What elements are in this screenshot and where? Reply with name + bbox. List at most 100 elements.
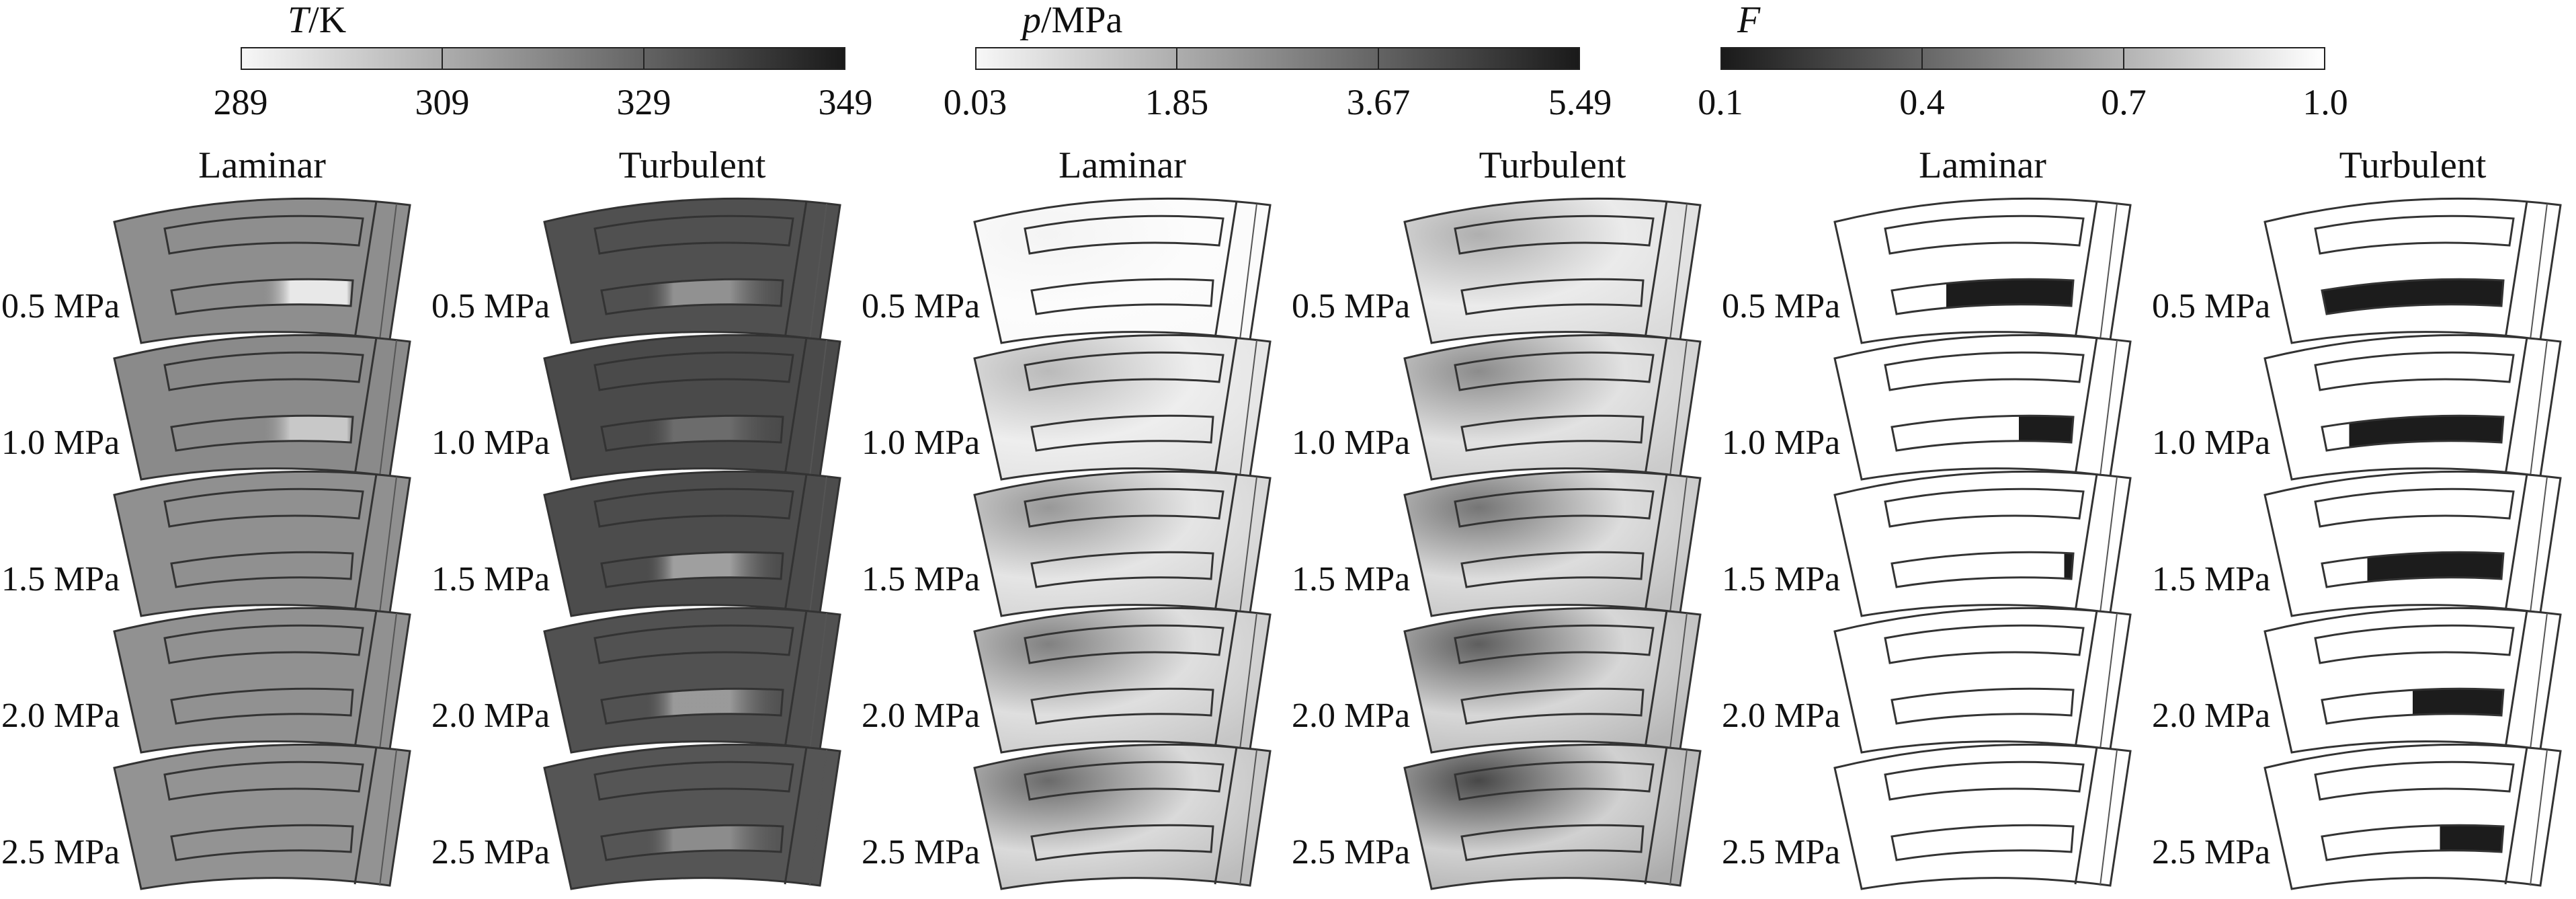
rim-line <box>809 749 827 886</box>
contour-panel-T-turbulent-row-1 <box>543 197 841 344</box>
rim-line <box>1644 337 1668 475</box>
upper-channel <box>1884 487 2085 528</box>
row-label-pressure: 2.5 MPa <box>1292 833 1411 871</box>
row-label-pressure: 1.5 MPa <box>862 560 981 598</box>
row-label-pressure: 2.0 MPa <box>1 697 120 735</box>
rim-line <box>1239 203 1257 340</box>
sector-outline <box>113 607 411 754</box>
upper-channel <box>593 487 794 528</box>
lower-channel <box>1460 824 1645 861</box>
rim-line <box>2530 340 2548 477</box>
rim-line <box>379 476 397 613</box>
rim-line <box>809 340 827 477</box>
upper-channel <box>2314 624 2515 664</box>
colorbar-tick <box>643 47 645 70</box>
rim-line <box>2074 337 2098 475</box>
colorbar-title-F: F <box>1737 1 1760 39</box>
rim-line <box>354 746 378 885</box>
sector-outline <box>1403 470 1702 617</box>
contour-panel-p-laminar-row-2 <box>973 334 1272 481</box>
upper-channel <box>1884 760 2085 801</box>
row-label-pressure: 1.0 MPa <box>2152 424 2271 462</box>
upper-channel <box>593 624 794 664</box>
sector-outline <box>2263 334 2562 481</box>
sector-outline <box>973 607 1272 754</box>
contour-panel-F-turbulent-row-5 <box>2263 743 2562 890</box>
upper-channel <box>1884 624 2085 664</box>
rim-line <box>354 200 378 339</box>
column-header-laminar: Laminar <box>1919 145 2046 186</box>
lower-channel <box>1030 551 1214 588</box>
rim-line <box>2074 746 2098 885</box>
column-header-laminar: Laminar <box>198 145 326 186</box>
column-header-laminar: Laminar <box>1058 145 1186 186</box>
upper-channel <box>1454 624 1655 664</box>
contour-panel-T-laminar-row-5 <box>113 743 411 890</box>
contour-panel-p-laminar-row-5 <box>973 743 1272 890</box>
contour-panel-p-turbulent-row-2 <box>1403 334 1702 481</box>
contour-panel-T-laminar-row-2 <box>113 334 411 481</box>
rim-line <box>784 610 808 748</box>
rim-line <box>2074 610 2098 748</box>
contour-panel-F-turbulent-row-4 <box>2263 607 2562 754</box>
row-label-pressure: 2.0 MPa <box>1722 697 1841 735</box>
rim-line <box>2504 337 2528 475</box>
row-label-pressure: 1.5 MPa <box>1 560 120 598</box>
rim-line <box>1214 200 1238 339</box>
rim-line <box>354 473 378 612</box>
lower-channel <box>1460 414 1645 452</box>
rim-line <box>1669 203 1688 340</box>
colorbar-tick <box>1921 47 1923 70</box>
lower-channel <box>2321 824 2505 861</box>
lower-channel <box>170 278 354 315</box>
rim-line <box>784 200 808 339</box>
rim-line <box>2530 613 2548 750</box>
lower-channel <box>2321 414 2505 452</box>
contour-panel-T-turbulent-row-3 <box>543 470 841 617</box>
rim-line <box>354 337 378 475</box>
colorbar-tick-label: 0.4 <box>1899 82 1945 122</box>
rim-line <box>784 746 808 885</box>
rim-line <box>2100 203 2118 340</box>
rim-line <box>1239 340 1257 477</box>
sector-outline <box>2263 607 2562 754</box>
colorbar-title-p: p/MPa <box>1022 1 1122 39</box>
contour-panel-T-turbulent-row-4 <box>543 607 841 754</box>
rim-line <box>2100 476 2118 613</box>
colorbar-variable: p <box>1022 0 1041 41</box>
rim-line <box>2504 746 2528 885</box>
colorbar-variable: F <box>1737 0 1761 41</box>
column-header-turbulent: Turbulent <box>2339 145 2487 186</box>
row-label-pressure: 2.5 MPa <box>1 833 120 871</box>
upper-channel <box>2314 214 2515 255</box>
rim-line <box>809 613 827 750</box>
rim-line <box>1239 613 1257 750</box>
contour-panel-p-turbulent-row-1 <box>1403 197 1702 344</box>
row-label-pressure: 2.0 MPa <box>431 697 550 735</box>
rim-line <box>2530 749 2548 886</box>
upper-channel <box>1454 351 1655 391</box>
rim-line <box>1644 200 1668 339</box>
row-label-pressure: 2.0 MPa <box>862 697 981 735</box>
rim-line <box>809 476 827 613</box>
rim-line <box>1669 340 1688 477</box>
contour-panel-T-laminar-row-3 <box>113 470 411 617</box>
colorbar-T <box>241 47 845 70</box>
column-header-turbulent: Turbulent <box>1479 145 1626 186</box>
row-label-pressure: 2.0 MPa <box>1292 697 1411 735</box>
sector-outline <box>113 470 411 617</box>
colorbar-tick-label: 289 <box>213 82 268 122</box>
sector-outline <box>1833 607 2132 754</box>
row-label-pressure: 2.5 MPa <box>431 833 550 871</box>
contour-panel-p-turbulent-row-4 <box>1403 607 1702 754</box>
colorbar-tick <box>2123 47 2124 70</box>
contour-panel-T-laminar-row-4 <box>113 607 411 754</box>
rim-line <box>379 340 397 477</box>
contour-panel-F-laminar-row-3 <box>1833 470 2132 617</box>
rim-line <box>1669 613 1688 750</box>
rim-line <box>1644 610 1668 748</box>
contour-panel-F-laminar-row-5 <box>1833 743 2132 890</box>
row-label-pressure: 1.0 MPa <box>1292 424 1411 462</box>
rim-line <box>784 337 808 475</box>
colorbar-tick <box>442 47 443 70</box>
